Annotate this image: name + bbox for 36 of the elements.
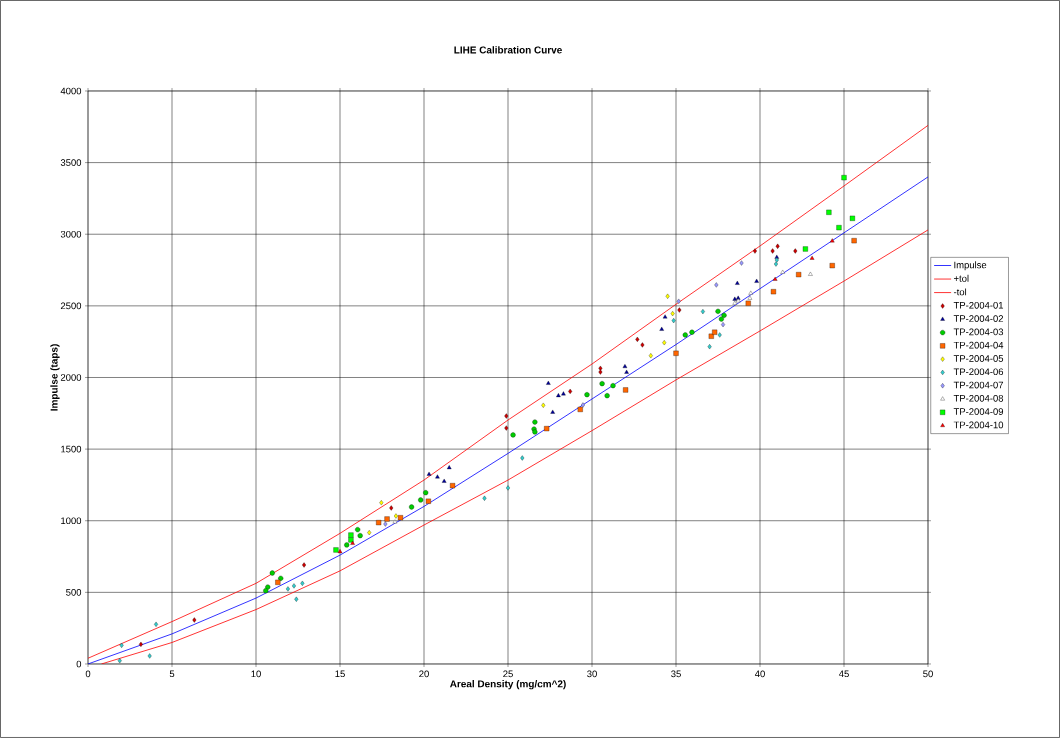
y-tick-label: 3500 (60, 159, 82, 166)
x-tick-label: 25 (503, 670, 513, 678)
legend-label: TP-2004-08 (953, 394, 1004, 402)
x-tick-label: 50 (923, 670, 933, 678)
y-tick-label: 2500 (60, 302, 82, 310)
legend-label: -tol (953, 288, 967, 296)
x-tick-label: 35 (671, 670, 681, 678)
legend-label: TP-2004-05 (953, 355, 1004, 362)
legend-label: TP-2004-10 (953, 421, 1004, 429)
y-tick-label: 0 (76, 660, 82, 668)
legend-label: TP-2004-07 (953, 381, 1004, 389)
y-tick-label: 2000 (60, 374, 82, 381)
legend-label: TP-2004-04 (953, 341, 1004, 349)
x-tick-label: 5 (169, 670, 175, 678)
y-tick-label: 500 (66, 589, 82, 596)
legend-label: TP-2004-09 (953, 408, 1004, 415)
legend-label: TP-2004-03 (953, 328, 1004, 336)
x-tick-label: 20 (419, 670, 429, 678)
x-tick-label: 45 (838, 670, 849, 678)
legend-label: TP-2004-02 (953, 315, 1004, 322)
legend-label: TP-2004-01 (953, 301, 1004, 309)
chart-title: LIHE Calibration Curve (454, 46, 562, 54)
legend-label: TP-2004-06 (953, 368, 1004, 376)
y-tick-label: 1000 (61, 517, 82, 525)
x-axis-title: Areal Density (mg/cm^2) (449, 680, 566, 690)
x-tick-label: 30 (587, 670, 597, 678)
legend-label: Impulse (954, 261, 987, 271)
y-tick-label: 1500 (61, 445, 82, 453)
x-tick-label: 40 (754, 670, 765, 678)
y-tick-label: 4000 (60, 87, 82, 95)
x-tick-label: 15 (335, 670, 345, 678)
y-tick-label: 3000 (60, 230, 82, 238)
x-tick-label: 10 (251, 670, 261, 678)
x-tick-label: 0 (85, 670, 91, 678)
legend-label: +tol (953, 274, 969, 282)
y-axis-title: Impulse (taps) (50, 344, 60, 411)
